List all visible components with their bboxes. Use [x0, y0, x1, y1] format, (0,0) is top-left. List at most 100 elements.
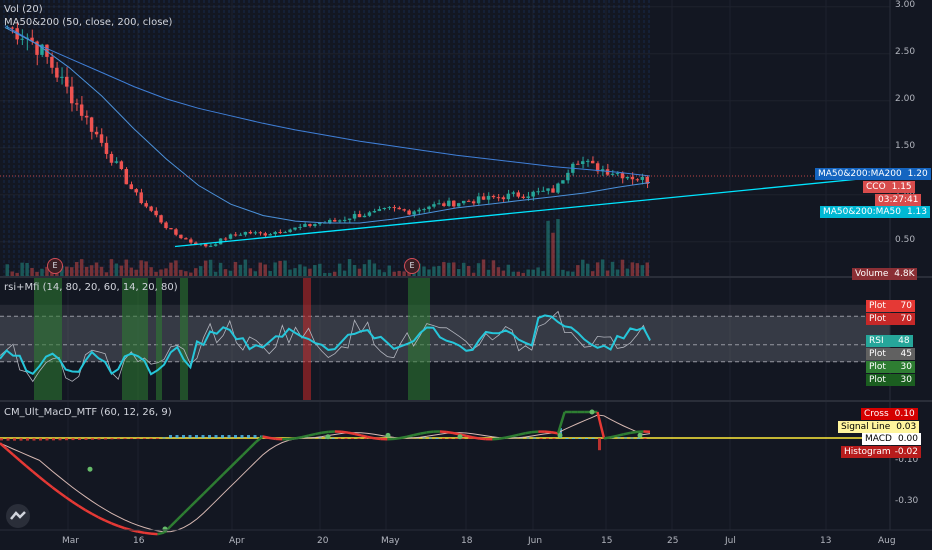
macd-histogram-bar	[188, 435, 192, 438]
candle-body	[556, 183, 560, 193]
volume-bar	[30, 267, 34, 276]
macd-line-segment	[202, 486, 211, 495]
rsi-indicator-label[interactable]: rsi+Mfi (14, 80, 20, 60, 14, 20, 80)	[4, 282, 178, 293]
tag-value: 1.13	[906, 207, 927, 217]
macd-histogram-bar	[624, 437, 627, 439]
tag-name: Signal Line	[841, 422, 891, 432]
volume-bar	[447, 262, 451, 276]
macd-histogram-bar	[539, 438, 543, 439]
rsi-value-tag: RSI 48	[866, 335, 913, 347]
macd-histogram-bar	[149, 438, 153, 439]
macd-line-segment	[97, 516, 106, 522]
macd-histogram-bar	[429, 437, 432, 439]
candle-body	[313, 224, 317, 226]
rsi-plot-tag: Plot 70	[866, 300, 915, 312]
candle-body	[104, 142, 109, 154]
countdown-tag: 03:27:41	[875, 194, 922, 206]
macd-line-segment	[64, 496, 73, 503]
candle-body	[536, 191, 540, 193]
candle-body	[417, 209, 421, 212]
volume-bar	[571, 271, 575, 276]
macd-line-segment	[492, 437, 500, 441]
rsi-plot-tag: Plot 30	[866, 374, 915, 386]
macd-line-segment	[84, 508, 93, 515]
macd-histogram-bar	[344, 438, 348, 439]
tag-name: CCO	[866, 182, 886, 192]
volume-bar	[94, 262, 99, 276]
candle-body	[238, 234, 243, 236]
macd-line-segment	[419, 431, 427, 435]
macd-line-segment	[117, 524, 126, 530]
candle-body	[74, 103, 79, 105]
candle-body	[372, 211, 377, 213]
macd-histogram-bar	[214, 435, 218, 438]
macd-line-segment	[32, 470, 41, 478]
volume-bar	[139, 260, 143, 276]
volume-indicator-label[interactable]: Vol (20)	[4, 4, 43, 15]
volume-bar	[208, 259, 213, 276]
volume-bar	[164, 268, 168, 276]
candle-body	[600, 169, 605, 172]
volume-bar	[40, 268, 44, 276]
volume-bar	[308, 268, 312, 276]
tradingview-logo[interactable]	[6, 504, 30, 528]
volume-bar	[432, 266, 436, 276]
volume-bar	[382, 272, 387, 276]
candle-body	[605, 169, 610, 175]
volume-bar	[134, 269, 138, 276]
price-axis-label: 1.50	[895, 141, 916, 151]
macd-line-segment	[505, 435, 513, 439]
volume-bar	[283, 260, 287, 276]
candle-body	[516, 192, 520, 197]
macd-histogram-bar	[455, 438, 458, 439]
tag-name: MA50&200:MA50	[823, 207, 901, 217]
tag-value: -0.02	[894, 447, 918, 457]
candle-body	[159, 215, 163, 223]
earnings-event-marker[interactable]: E	[47, 258, 63, 274]
macd-line-segment	[235, 453, 244, 463]
macd-histogram-bar	[318, 437, 322, 439]
tag-value: 4.8K	[894, 269, 915, 279]
candle-body	[30, 37, 34, 42]
volume-bar	[347, 259, 352, 276]
candle-body	[561, 180, 565, 184]
macd-histogram-bar	[435, 437, 439, 439]
macd-histogram-bar	[338, 438, 341, 439]
candle-body	[432, 204, 436, 207]
candle-body	[501, 197, 506, 200]
time-axis-label: Aug	[878, 536, 896, 546]
macd-line-segment	[551, 430, 559, 435]
candle-body	[10, 27, 14, 29]
macd-histogram-bar	[630, 437, 634, 439]
volume-bar	[20, 262, 24, 276]
candle-body	[635, 179, 640, 181]
macd-histogram-bar	[104, 438, 107, 440]
macd-line-segment	[242, 447, 251, 456]
candle-body	[332, 219, 337, 222]
macd-histogram-bar	[637, 437, 640, 439]
volume-bar	[387, 265, 391, 276]
volume-bar	[362, 264, 367, 276]
candle-body	[179, 234, 183, 239]
volume-bar	[610, 261, 615, 276]
candle-body	[590, 160, 595, 164]
volume-bar	[154, 271, 158, 276]
ma-indicator-label[interactable]: MA50&200 (50, close, 200, close)	[4, 17, 173, 28]
macd-line-segment	[531, 430, 539, 434]
macd-indicator-label[interactable]: CM_Ult_MacD_MTF (60, 12, 26, 9)	[4, 407, 172, 418]
volume-bar	[129, 267, 133, 276]
candle-body	[437, 203, 441, 205]
earnings-event-marker[interactable]: E	[404, 258, 420, 274]
volume-bar	[79, 259, 84, 276]
macd-histogram-bar	[617, 437, 621, 439]
macd-histogram-bar	[585, 438, 588, 439]
candle-body	[124, 169, 129, 185]
candle-body	[79, 104, 84, 116]
volume-bar	[323, 272, 327, 276]
volume-bar	[645, 262, 649, 276]
macd-histogram-bar	[247, 435, 250, 438]
candle-body	[253, 232, 258, 234]
tag-name: Plot	[869, 362, 886, 372]
